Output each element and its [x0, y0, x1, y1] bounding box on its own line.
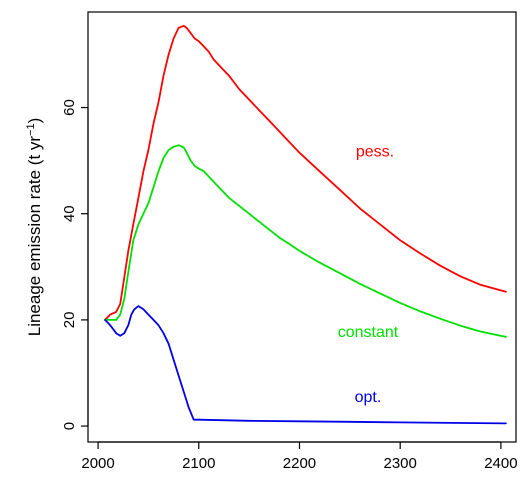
- series-label-opt: opt.: [355, 389, 382, 406]
- x-tick-label: 2100: [182, 455, 215, 472]
- x-axis: 2000 2100 2200 2300 2400: [81, 441, 518, 472]
- series-label-constant: constant: [338, 324, 399, 341]
- series-line-constant: [104, 144, 507, 338]
- y-axis: 0 20 40 60: [61, 99, 89, 430]
- series-line-opt: [104, 305, 507, 425]
- y-axis-title-superscript: −1: [25, 123, 37, 136]
- y-axis-title: Lineage emission rate (t yr−1): [25, 118, 44, 337]
- y-tick-label: 40: [61, 205, 78, 222]
- x-tick-label: 2300: [384, 455, 417, 472]
- series-line-pess: [104, 24, 507, 321]
- y-tick-label: 60: [61, 99, 78, 116]
- y-tick-label: 20: [61, 312, 78, 329]
- series-lines: [104, 24, 507, 425]
- plot-frame: [87, 11, 517, 443]
- y-axis-title-main: Lineage emission rate (t yr: [25, 136, 44, 337]
- x-tick-label: 2000: [81, 455, 114, 472]
- y-tick-label: 0: [61, 422, 78, 430]
- series-labels: pess. constant opt.: [338, 143, 399, 406]
- x-tick-label: 2400: [484, 455, 517, 472]
- y-axis-title-close: ): [25, 118, 44, 124]
- x-tick-label: 2200: [283, 455, 316, 472]
- series-label-pess: pess.: [356, 143, 394, 160]
